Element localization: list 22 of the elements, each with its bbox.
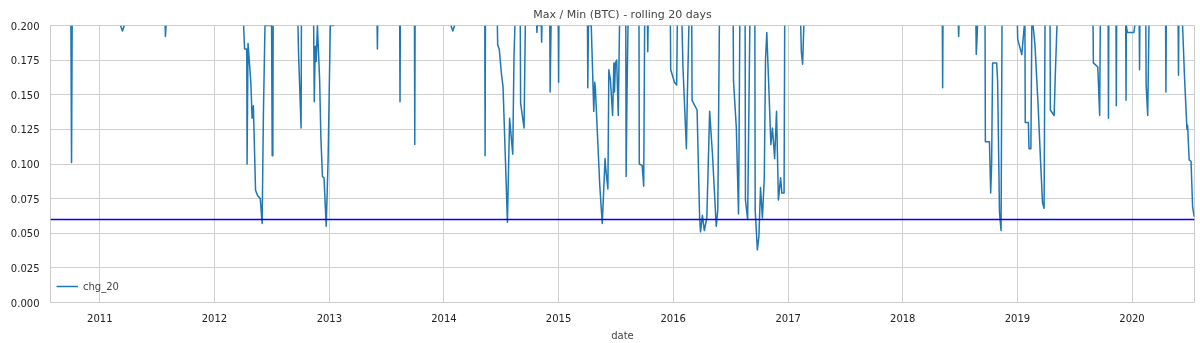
x-tick-label: 2011 (87, 312, 113, 324)
y-tick-label: 0.025 (10, 262, 40, 274)
x-tick-label: 2014 (431, 312, 457, 324)
x-tick-label: 2018 (890, 312, 916, 324)
x-tick-label: 2015 (545, 312, 572, 324)
x-tick-label: 2013 (316, 312, 343, 324)
legend-label: chg_20 (83, 280, 119, 292)
x-tick-label: 2016 (660, 312, 686, 324)
y-tick-label: 0.175 (10, 55, 40, 67)
x-tick-label: 2012 (201, 312, 228, 324)
chart-title: Max / Min (BTC) - rolling 20 days (533, 7, 712, 21)
x-tick-label: 2019 (1004, 312, 1031, 324)
y-tick-label: 0.050 (10, 228, 40, 240)
y-tick-label: 0.125 (10, 124, 40, 136)
x-tick-label: 2017 (775, 312, 801, 324)
y-tick-label: 0.075 (10, 193, 40, 205)
y-tick-label: 0.200 (10, 20, 40, 32)
y-tick-label: 0.150 (10, 89, 40, 101)
y-tick-label: 0.100 (10, 159, 40, 170)
x-tick-label: 2020 (1119, 312, 1145, 324)
y-tick-label: 0.000 (10, 297, 40, 309)
x-axis-title: date (611, 329, 634, 341)
